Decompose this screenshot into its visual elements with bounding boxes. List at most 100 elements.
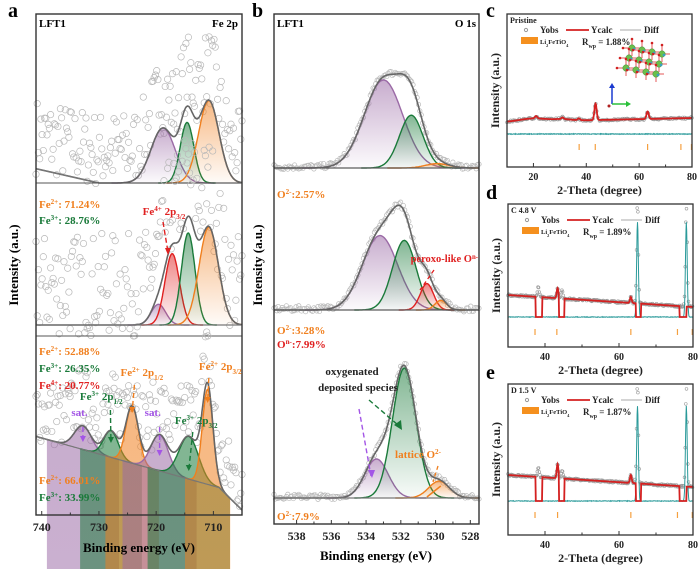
peak-pointer-arrow — [426, 485, 442, 498]
data-point — [43, 427, 51, 435]
data-point — [144, 123, 152, 131]
oxygen-atom — [624, 57, 628, 61]
data-point — [76, 254, 84, 262]
text-span: Fe — [39, 215, 51, 227]
data-point — [72, 262, 80, 270]
data-point — [106, 144, 114, 152]
oxygen-atom — [647, 51, 651, 55]
data-point — [155, 111, 163, 119]
data-point — [218, 120, 227, 128]
data-point — [125, 138, 133, 146]
data-point — [82, 114, 90, 122]
data-point — [111, 149, 119, 157]
data-point — [120, 112, 128, 120]
text-span: Fe — [39, 380, 51, 392]
data-point — [50, 120, 58, 128]
data-point — [109, 166, 117, 175]
composition-label: Fe2+: 66.01% — [39, 474, 100, 487]
peak-pointer-arrow — [131, 384, 136, 413]
legend-ycalc-label: Ycalc — [592, 215, 614, 225]
data-point — [167, 118, 175, 126]
data-point — [58, 276, 66, 284]
data-point — [123, 283, 131, 291]
data-point — [53, 295, 61, 303]
arrow-head — [204, 397, 211, 403]
data-point — [151, 397, 160, 405]
subscript: 1/2 — [154, 374, 164, 382]
oxygen-atom — [650, 41, 654, 45]
sample-label: Pristine — [510, 16, 537, 25]
y-axis-label: Intensity (a.u.) — [489, 238, 503, 313]
data-point — [42, 283, 50, 291]
data-point — [211, 43, 219, 51]
data-point — [164, 418, 172, 426]
x-tick-label: 80 — [688, 352, 698, 363]
text-span: Fe — [80, 391, 92, 403]
spectrum-discharged-1-5-v — [271, 68, 482, 172]
data-point — [216, 83, 224, 92]
superscript: 2+ — [51, 345, 59, 353]
data-point — [132, 289, 140, 298]
data-point — [229, 124, 238, 132]
yobs-point — [682, 484, 686, 488]
data-point — [161, 389, 169, 397]
data-point — [156, 387, 164, 395]
data-point — [108, 392, 116, 401]
data-point — [233, 257, 241, 265]
data-point — [198, 184, 206, 192]
data-point — [49, 384, 57, 392]
yobs-point — [680, 305, 685, 309]
data-point — [227, 120, 235, 128]
panel-a-frame — [35, 13, 243, 516]
data-point — [182, 418, 190, 426]
data-point — [103, 156, 111, 164]
data-point — [47, 264, 55, 272]
data-point — [406, 76, 412, 82]
x-tick-label: 530 — [427, 529, 445, 543]
data-point — [62, 308, 71, 316]
data-point — [155, 232, 163, 240]
data-point — [104, 152, 112, 160]
oxygen-atom — [631, 48, 635, 52]
peak-fill-lattice-o2- — [415, 300, 466, 310]
data-point — [54, 122, 62, 131]
sample-label: D 1.5 V — [511, 386, 537, 395]
text-span: Fe — [199, 361, 211, 373]
superscript: 2+ — [51, 198, 59, 206]
peak-pointer-arrow — [188, 431, 194, 471]
text-span: : 28.76% — [58, 215, 100, 227]
panel-label-b: b — [252, 0, 263, 22]
data-point — [98, 145, 106, 153]
data-point — [54, 392, 62, 400]
yobs-point — [636, 210, 640, 214]
data-point — [189, 411, 197, 419]
data-point — [104, 289, 112, 297]
atom — [656, 73, 660, 77]
data-point — [214, 95, 222, 103]
data-point — [178, 157, 186, 165]
data-point — [165, 158, 173, 166]
panel-b-xlabel: Binding energy (eV) — [320, 548, 432, 563]
text-span: Fe — [39, 475, 51, 487]
ycalc-curve — [506, 101, 692, 123]
data-point — [166, 82, 174, 90]
text-span: :3.28% — [292, 325, 326, 337]
x-axis-label: 2-Theta (degree) — [558, 363, 643, 377]
oxygen-atom — [638, 60, 642, 64]
xrd-plot — [506, 387, 695, 518]
data-point — [204, 332, 212, 340]
peak-label: oxygenated — [325, 366, 378, 378]
peak-fill-sat- — [111, 128, 215, 183]
yobs-point — [635, 206, 639, 210]
data-point — [161, 228, 169, 236]
text-span: 2p — [218, 361, 232, 373]
data-point — [148, 275, 156, 283]
data-point — [95, 133, 103, 141]
xrd-frame — [506, 13, 693, 168]
data-point — [195, 64, 203, 72]
oxygen-atom — [634, 59, 638, 63]
data-point — [44, 120, 52, 128]
superscript: 4+ — [51, 379, 59, 387]
data-point — [154, 76, 162, 84]
